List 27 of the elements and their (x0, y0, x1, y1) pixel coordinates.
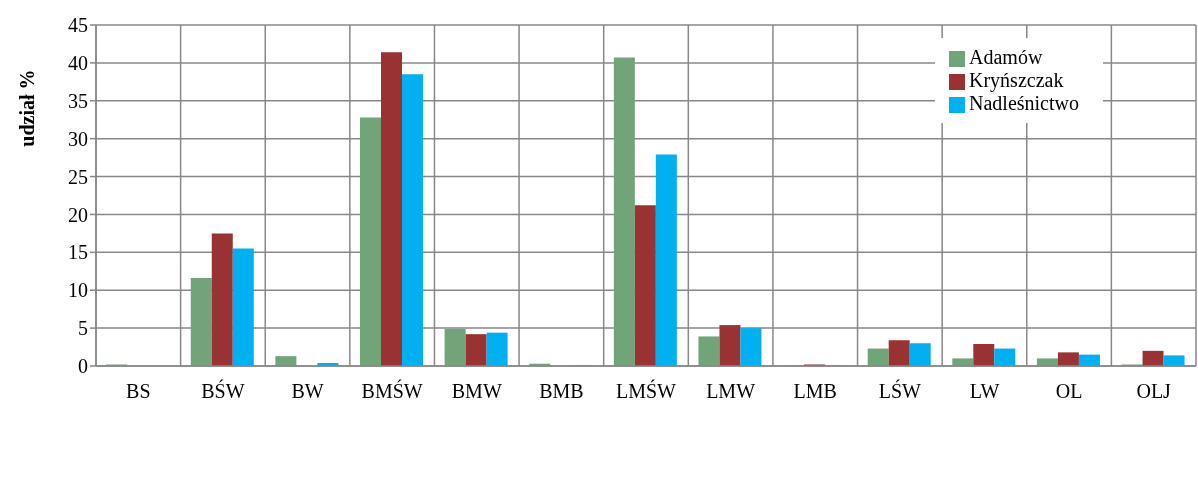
x-tick-label: LŚW (878, 379, 922, 403)
y-tick-label: 15 (68, 241, 88, 264)
x-tick-label: BMW (451, 380, 502, 403)
x-tick-label: OL (1055, 380, 1083, 403)
x-tick-label: BS (126, 380, 151, 403)
legend-label: Nadleśnictwo (969, 92, 1079, 114)
x-tick-label: LMŚW (616, 379, 677, 403)
y-tick-label: 5 (78, 317, 88, 340)
x-tick-label: LMW (706, 380, 756, 403)
x-tick-label: LMB (793, 380, 837, 403)
legend-label: Adamów (969, 46, 1043, 68)
x-tick-label: OLJ (1136, 380, 1172, 403)
x-tick-label: BŚW (201, 379, 245, 403)
y-tick-label: 35 (68, 89, 88, 112)
y-axis-title: udział % (16, 69, 38, 147)
legend-label: Kryńszczak (969, 69, 1064, 91)
y-tick-label: 40 (68, 51, 88, 74)
y-tick-label: 10 (68, 279, 88, 302)
y-tick-label: 0 (78, 355, 88, 378)
x-tick-label: BW (291, 380, 324, 403)
y-tick-label: 25 (68, 165, 88, 188)
y-tick-label: 20 (68, 203, 88, 226)
x-tick-label: BMŚW (361, 379, 423, 403)
y-tick-label: 45 (68, 14, 88, 37)
x-tick-label: BMB (539, 380, 584, 403)
y-tick-label: 30 (68, 127, 88, 150)
x-tick-label: LW (969, 380, 1000, 403)
